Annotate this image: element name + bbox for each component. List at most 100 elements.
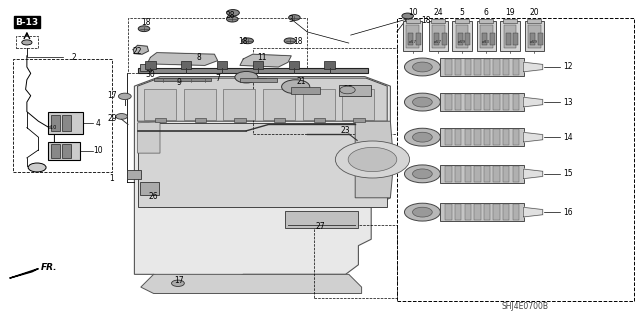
Bar <box>455 129 461 145</box>
Bar <box>181 61 191 69</box>
Text: ø33: ø33 <box>483 40 490 43</box>
Text: 18: 18 <box>141 18 150 27</box>
Circle shape <box>289 15 300 20</box>
Bar <box>314 225 397 298</box>
Text: 5: 5 <box>460 8 465 17</box>
Bar <box>477 21 496 51</box>
Text: 30: 30 <box>145 70 156 79</box>
Bar <box>154 78 211 81</box>
Text: 1: 1 <box>109 174 115 183</box>
Bar <box>445 166 452 182</box>
Bar <box>503 129 509 145</box>
Circle shape <box>404 165 440 183</box>
Bar <box>513 129 519 145</box>
Text: ø17: ø17 <box>435 40 442 43</box>
Circle shape <box>404 203 440 221</box>
Polygon shape <box>524 97 543 107</box>
Bar <box>274 118 285 122</box>
Bar <box>138 68 368 73</box>
Circle shape <box>413 207 432 217</box>
Text: 10: 10 <box>93 146 103 155</box>
Bar <box>234 118 246 122</box>
Bar <box>145 61 156 69</box>
Bar <box>16 36 38 48</box>
Bar <box>445 204 452 220</box>
Polygon shape <box>524 132 543 142</box>
Bar <box>490 33 495 45</box>
Circle shape <box>404 128 440 146</box>
Text: 7: 7 <box>215 74 220 83</box>
Bar <box>484 204 490 220</box>
Text: 22: 22 <box>133 47 142 56</box>
Circle shape <box>413 169 432 179</box>
Polygon shape <box>138 122 160 153</box>
Text: 24: 24 <box>433 8 444 17</box>
Bar <box>406 25 419 48</box>
Bar <box>144 89 176 120</box>
Bar <box>289 61 299 69</box>
Bar <box>51 144 60 158</box>
Text: 9: 9 <box>177 78 182 87</box>
Bar <box>465 33 470 45</box>
Text: 25: 25 <box>344 85 354 94</box>
Circle shape <box>404 58 440 76</box>
Text: 17: 17 <box>174 276 184 285</box>
Bar <box>465 129 471 145</box>
Bar <box>140 182 159 195</box>
Text: 8: 8 <box>196 53 201 62</box>
Text: 18: 18 <box>239 37 248 46</box>
Bar <box>503 59 509 75</box>
Circle shape <box>28 163 46 172</box>
Bar <box>455 19 469 23</box>
Text: 18: 18 <box>421 16 430 25</box>
Polygon shape <box>10 269 38 278</box>
Bar <box>452 21 472 51</box>
Bar <box>253 48 397 134</box>
Bar <box>465 94 471 110</box>
Bar <box>474 166 481 182</box>
Bar <box>465 166 471 182</box>
Text: 18: 18 <box>293 37 302 46</box>
Bar <box>13 59 112 172</box>
Polygon shape <box>355 121 394 198</box>
Bar <box>408 33 413 45</box>
Circle shape <box>22 40 32 45</box>
Bar <box>62 115 71 131</box>
Polygon shape <box>524 62 543 72</box>
Text: 2: 2 <box>71 53 76 62</box>
Bar <box>434 33 439 45</box>
Text: 13: 13 <box>563 98 573 107</box>
Text: FR.: FR. <box>40 263 57 272</box>
Bar <box>513 59 519 75</box>
Bar <box>397 18 634 301</box>
Bar <box>51 115 60 131</box>
Bar <box>353 118 365 122</box>
Circle shape <box>402 13 413 19</box>
Text: 4: 4 <box>95 119 100 128</box>
Bar <box>474 129 481 145</box>
Circle shape <box>227 16 238 22</box>
Bar <box>195 118 206 122</box>
Polygon shape <box>141 274 362 293</box>
Polygon shape <box>524 207 543 217</box>
Polygon shape <box>147 53 218 65</box>
Bar <box>493 94 500 110</box>
Circle shape <box>227 10 239 16</box>
Polygon shape <box>133 45 148 54</box>
Circle shape <box>413 132 432 142</box>
Text: 29: 29 <box>107 114 117 122</box>
Bar <box>429 21 448 51</box>
Bar <box>416 33 421 45</box>
Bar <box>455 204 461 220</box>
Bar <box>403 21 422 51</box>
Circle shape <box>335 141 410 178</box>
Bar <box>493 166 500 182</box>
Polygon shape <box>134 77 390 281</box>
Text: 16: 16 <box>563 208 573 217</box>
Text: 15: 15 <box>563 169 573 178</box>
Text: ø10: ø10 <box>48 125 57 130</box>
Bar <box>484 129 490 145</box>
Bar <box>445 94 452 110</box>
Bar <box>525 21 544 51</box>
Bar <box>484 166 490 182</box>
